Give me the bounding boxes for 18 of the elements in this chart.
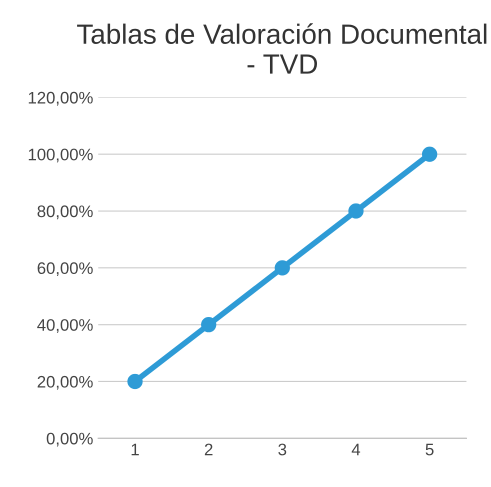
point xyxy=(201,317,216,332)
x-tick-label: 3 xyxy=(278,444,286,456)
x-tick-label: 4 xyxy=(352,444,360,456)
point xyxy=(348,203,364,219)
point xyxy=(274,260,290,276)
y-tick-label: 100,00% xyxy=(28,148,93,162)
y-tick-label: 40,00% xyxy=(37,319,93,333)
x-tick-label: 2 xyxy=(204,444,212,456)
y-tick-label: 0,00% xyxy=(46,432,93,446)
y-tick-label: 20,00% xyxy=(38,376,93,390)
x-tick-label: 5 xyxy=(426,444,434,456)
y-tick-label: 120,00% xyxy=(28,92,93,106)
point xyxy=(422,146,438,162)
y-tick-label: 60,00% xyxy=(38,262,93,276)
y-tick-label: 80,00% xyxy=(38,205,93,220)
point xyxy=(127,374,143,390)
x-tick-label: 1 xyxy=(132,444,139,456)
chart-title: Tablas de Valoración Documental - TVD xyxy=(77,23,486,74)
